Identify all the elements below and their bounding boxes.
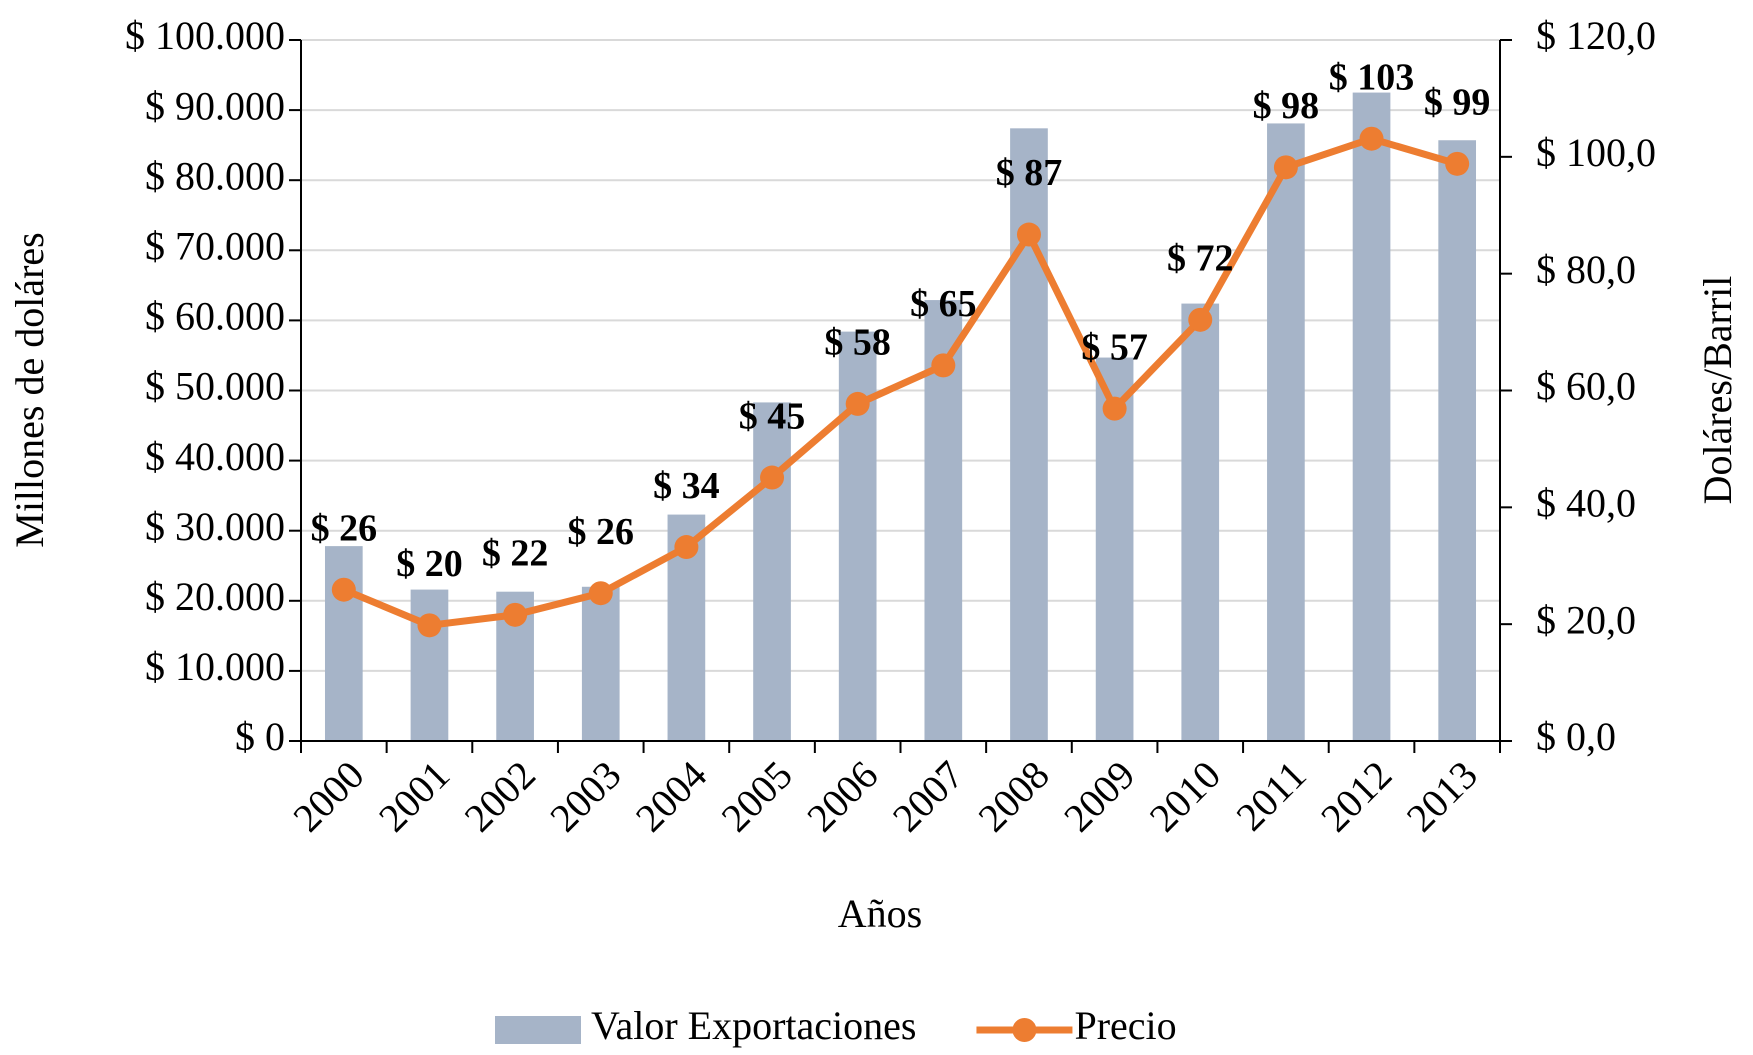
legend-swatch xyxy=(1012,1018,1037,1042)
y2-axis-label: Doláres/Barril xyxy=(1695,276,1740,505)
x-tick-label: 2005 xyxy=(712,752,800,840)
bar xyxy=(753,402,791,741)
data-label: $ 57 xyxy=(1081,326,1148,368)
point xyxy=(1188,307,1213,332)
point xyxy=(1016,222,1041,247)
data-label: $ 98 xyxy=(1253,85,1320,127)
point xyxy=(503,602,528,627)
x-tick-label: 2000 xyxy=(284,752,372,840)
x-tick-label: 2001 xyxy=(370,752,458,840)
y-tick-label: $ 20.000 xyxy=(145,574,285,619)
legend-label: Precio xyxy=(1074,1003,1176,1048)
x-tick-label: 2007 xyxy=(884,752,972,840)
point xyxy=(1102,396,1127,421)
point xyxy=(331,577,356,602)
data-label: $ 34 xyxy=(653,465,720,507)
y2-tick-label: $ 60,0 xyxy=(1536,364,1636,409)
data-label: $ 87 xyxy=(996,152,1063,194)
data-label: $ 103 xyxy=(1329,56,1415,98)
point xyxy=(417,613,442,638)
y-tick-label: $ 30.000 xyxy=(145,504,285,549)
y2-tick-label: $ 40,0 xyxy=(1536,481,1636,526)
data-label: $ 45 xyxy=(739,395,806,437)
bar xyxy=(410,589,449,741)
x-tick-label: 2013 xyxy=(1398,752,1486,840)
data-label: $ 22 xyxy=(482,533,549,575)
line xyxy=(342,135,1459,629)
y-tick-label: $ 90.000 xyxy=(145,83,285,128)
bar xyxy=(581,586,620,741)
data-label: $ 20 xyxy=(396,543,463,585)
x-tick-label: 2006 xyxy=(798,752,886,840)
y2-tick-label: $ 20,0 xyxy=(1536,597,1636,642)
point xyxy=(1445,151,1470,176)
legend-swatch xyxy=(495,1016,581,1044)
x-tick-label: 2002 xyxy=(456,752,544,840)
data-label: $ 65 xyxy=(910,283,977,325)
y-axis-label: Millones de doláres xyxy=(7,232,52,548)
bar xyxy=(1095,357,1134,741)
data-label: $ 26 xyxy=(568,511,635,553)
x-axis-label: Años xyxy=(838,891,922,936)
y-tick-label: $ 40.000 xyxy=(145,434,285,479)
y2-tick-label: $ 100,0 xyxy=(1536,130,1656,175)
bar xyxy=(1267,123,1305,741)
point xyxy=(588,581,613,606)
bar xyxy=(1438,140,1477,742)
y2-tick-label: $ 0,0 xyxy=(1536,714,1616,759)
legend-label: Valor Exportaciones xyxy=(591,1003,916,1048)
x-tick-label: 2012 xyxy=(1312,752,1400,840)
y-tick-label: $ 80.000 xyxy=(145,153,285,198)
point xyxy=(931,353,956,378)
y-tick-label: $ 10.000 xyxy=(145,644,285,689)
x-tick-label: 2008 xyxy=(969,752,1057,840)
bar xyxy=(1352,92,1391,741)
x-tick-label: 2009 xyxy=(1055,752,1143,840)
bar xyxy=(1010,128,1048,742)
point xyxy=(760,465,785,490)
x-tick-label: 2011 xyxy=(1227,752,1314,839)
data-label: $ 58 xyxy=(824,322,891,364)
x-tick-label: 2010 xyxy=(1141,752,1229,840)
x-tick-label: 2004 xyxy=(627,752,715,840)
data-label: $ 72 xyxy=(1167,238,1234,280)
data-label: $ 26 xyxy=(311,507,378,549)
point xyxy=(845,391,870,416)
y-tick-label: $ 100.000 xyxy=(125,13,285,58)
y-tick-label: $ 70.000 xyxy=(145,223,285,268)
point xyxy=(1273,155,1298,180)
point xyxy=(1359,126,1384,151)
bar xyxy=(1181,303,1220,741)
x-tick-label: 2003 xyxy=(541,752,629,840)
y2-tick-label: $ 80,0 xyxy=(1536,247,1636,292)
bar xyxy=(324,546,363,741)
point xyxy=(674,535,699,560)
y-tick-label: $ 50.000 xyxy=(145,364,285,409)
y-tick-label: $ 0 xyxy=(235,714,285,759)
y-tick-label: $ 60.000 xyxy=(145,294,285,339)
y2-tick-label: $ 120,0 xyxy=(1536,13,1656,58)
data-label: $ 99 xyxy=(1424,82,1491,124)
